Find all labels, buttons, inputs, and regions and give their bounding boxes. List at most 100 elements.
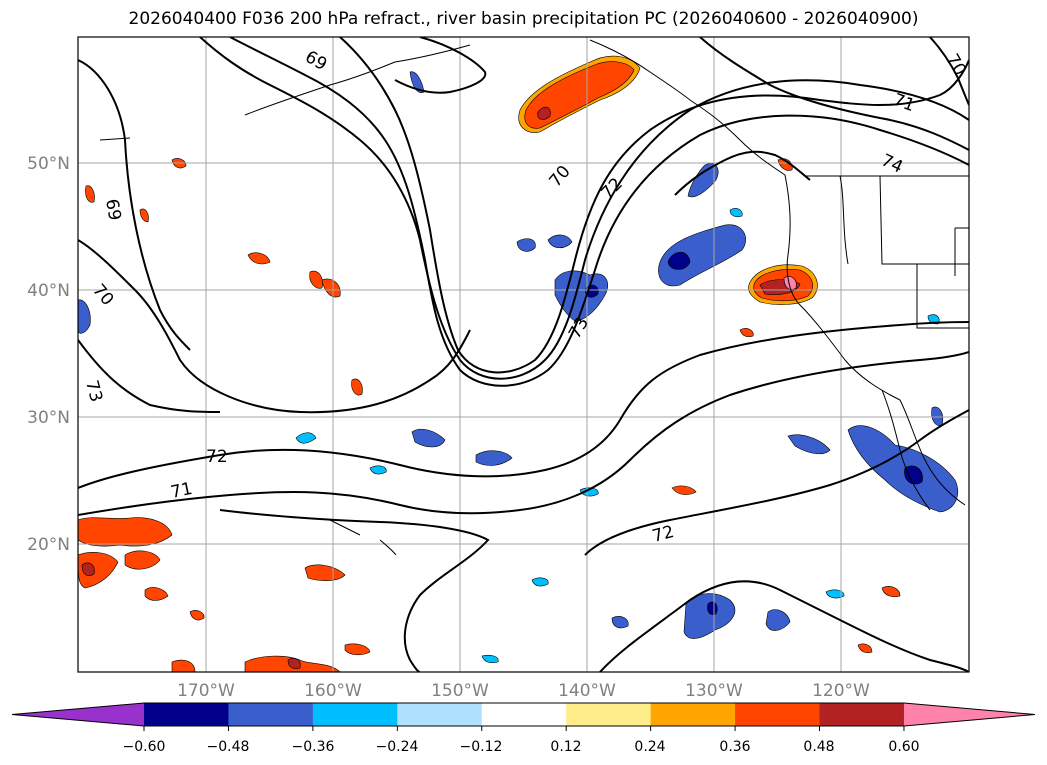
precip-patches (78, 55, 959, 672)
colorbar-tick-label: −0.12 (460, 739, 503, 755)
lon-label: 140°W (558, 681, 616, 701)
contour-line (584, 409, 969, 556)
colorbar-tick-label: 0.60 (888, 739, 919, 755)
precip-patch (671, 485, 697, 495)
precip-patch (579, 487, 599, 497)
colorbar-segment (228, 703, 314, 726)
colorbar-segment (735, 703, 821, 726)
colorbar-segment (312, 703, 398, 726)
map-gridlines (78, 37, 969, 672)
lon-label: 170°W (177, 681, 235, 701)
colorbar-tick-labels: −0.60 −0.48 −0.36 −0.24 −0.12 0.12 0.24 … (123, 739, 920, 755)
contour-line (78, 321, 969, 489)
precip-patch (139, 208, 149, 223)
contour-line (78, 239, 471, 414)
precip-patch (658, 224, 746, 287)
contour-line (929, 37, 969, 106)
precip-patch (124, 550, 161, 570)
contour-label: 69 (101, 197, 124, 222)
precip-patch (78, 299, 91, 334)
precip-patch (344, 643, 371, 656)
precip-patch (611, 616, 629, 629)
contour-label: 72 (650, 522, 676, 547)
contour-label: 72 (206, 447, 228, 467)
colorbar-tick-label: 0.36 (719, 739, 750, 755)
colorbar-extend-min (12, 703, 144, 726)
colorbar-tick-label: 0.12 (550, 739, 581, 755)
precip-patch (189, 610, 205, 621)
contour-line (699, 37, 969, 151)
precip-patch (683, 593, 736, 639)
colorbar-tick-label: −0.60 (123, 739, 166, 755)
precip-patch (247, 252, 271, 265)
contour-line (199, 37, 969, 380)
precip-patch-core (707, 601, 718, 615)
lat-label: 30°N (27, 408, 70, 428)
precip-patch-core (287, 658, 301, 670)
contour-label: 73 (81, 378, 106, 404)
colorbar-segment (566, 703, 652, 726)
colorbar-tick-label: −0.48 (207, 739, 250, 755)
precip-patch (304, 564, 346, 581)
contour-label: 70 (942, 51, 970, 80)
precip-patch-core (537, 106, 551, 120)
lon-label: 120°W (812, 681, 870, 701)
positive-precip-patches (78, 55, 901, 672)
contour-line (78, 339, 221, 413)
contour-label: 70 (88, 280, 117, 309)
precip-patch (475, 450, 513, 466)
precip-patch (309, 270, 323, 289)
precip-patch (351, 378, 363, 396)
precip-patch-core (81, 562, 95, 576)
precip-patch-core (783, 276, 797, 290)
precip-patch-core (667, 251, 691, 270)
map-area: 69 69 70 70 70 71 71 72 72 72 73 73 74 (78, 37, 970, 672)
colorbar-segment (397, 703, 483, 726)
contour-line (219, 509, 490, 672)
precip-patch (765, 609, 791, 631)
longitude-labels: 170°W 160°W 150°W 140°W 130°W 120°W (177, 681, 870, 701)
precip-patch (78, 552, 119, 589)
lat-label: 50°N (27, 154, 70, 174)
latitude-labels: 50°N 40°N 30°N 20°N (27, 154, 70, 555)
colorbar-tick-label: −0.36 (292, 739, 335, 755)
contour-label: 71 (890, 90, 917, 116)
precip-patch (881, 586, 901, 598)
precip-patch (531, 577, 549, 587)
precip-patch (524, 61, 635, 129)
lat-label: 20°N (27, 535, 70, 555)
contour-line (78, 59, 191, 351)
precip-patch (787, 434, 831, 455)
precip-patch (777, 158, 793, 171)
map-frame (77, 36, 970, 673)
precip-patch (85, 185, 95, 203)
precip-patch (321, 278, 341, 298)
contour-label: 70 (546, 162, 575, 191)
colorbar (11, 702, 1036, 731)
contour-label: 74 (878, 150, 906, 177)
contour-label: 69 (302, 47, 331, 75)
precip-patch (554, 270, 609, 323)
precip-patch (739, 328, 754, 338)
lon-label: 150°W (431, 681, 489, 701)
precip-patch (825, 589, 845, 599)
precip-patch (481, 654, 499, 664)
colorbar-segment (650, 703, 736, 726)
precip-patch (78, 517, 173, 547)
colorbar-segment (481, 703, 567, 726)
map-title: 2026040400 F036 200 hPa refract., river … (128, 9, 919, 29)
colorbar-tick-label: −0.24 (376, 739, 419, 755)
contour-line (339, 37, 969, 374)
contour-line (78, 351, 969, 516)
refractivity-contours (78, 37, 969, 672)
precip-patch (547, 234, 573, 249)
precip-patch (144, 587, 169, 601)
precip-patch (847, 425, 959, 513)
precip-patch-core (904, 465, 923, 485)
lon-label: 160°W (304, 681, 362, 701)
precip-patch (369, 465, 387, 475)
precip-patch (171, 659, 196, 672)
contour-line (394, 37, 487, 94)
colorbar-extend-max (903, 703, 1035, 726)
